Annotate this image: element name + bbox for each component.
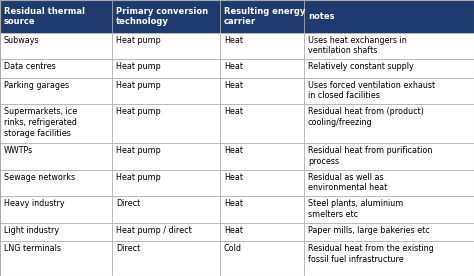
Bar (0, 59, 112, 78)
Bar (220, 143, 304, 170)
Text: Residual thermal
source: Residual thermal source (4, 7, 85, 26)
Bar (112, 104, 220, 143)
Bar (112, 59, 220, 78)
Bar (0, 104, 112, 143)
Text: Residual heat from purification
process: Residual heat from purification process (308, 146, 432, 166)
Text: Light industry: Light industry (4, 226, 59, 235)
Text: Cold: Cold (224, 244, 242, 253)
Text: Heat: Heat (224, 81, 243, 90)
Text: Sewage networks: Sewage networks (4, 173, 75, 182)
Text: Heat pump: Heat pump (116, 62, 161, 71)
Text: Heat: Heat (224, 107, 243, 116)
Text: Residual heat from (product)
cooling/freezing: Residual heat from (product) cooling/fre… (308, 107, 424, 127)
Bar (220, 33, 304, 59)
Text: Heat: Heat (224, 199, 243, 208)
Text: LNG terminals: LNG terminals (4, 244, 61, 253)
Text: Heat pump: Heat pump (116, 81, 161, 90)
Bar (0, 33, 112, 59)
Bar (220, 78, 304, 104)
Text: notes: notes (308, 12, 335, 21)
Bar (220, 0, 304, 33)
Bar (304, 196, 474, 223)
Text: Heat: Heat (224, 173, 243, 182)
Text: Heat pump: Heat pump (116, 36, 161, 45)
Bar (220, 241, 304, 276)
Text: Heat pump: Heat pump (116, 146, 161, 155)
Bar (304, 170, 474, 196)
Text: Heat: Heat (224, 146, 243, 155)
Bar (112, 170, 220, 196)
Bar (0, 170, 112, 196)
Text: Direct: Direct (116, 199, 140, 208)
Text: Heat: Heat (224, 62, 243, 71)
Bar (0, 223, 112, 241)
Bar (220, 196, 304, 223)
Bar (304, 78, 474, 104)
Bar (304, 33, 474, 59)
Bar (0, 196, 112, 223)
Bar (112, 223, 220, 241)
Bar (0, 143, 112, 170)
Bar (304, 143, 474, 170)
Text: Heat pump: Heat pump (116, 173, 161, 182)
Bar (304, 0, 474, 33)
Text: Subways: Subways (4, 36, 40, 45)
Text: Residual as well as
environmental heat: Residual as well as environmental heat (308, 173, 387, 192)
Text: Data centres: Data centres (4, 62, 56, 71)
Text: Heat: Heat (224, 36, 243, 45)
Text: Heavy industry: Heavy industry (4, 199, 64, 208)
Bar (220, 104, 304, 143)
Bar (304, 241, 474, 276)
Text: Supermarkets, ice
rinks, refrigerated
storage facilities: Supermarkets, ice rinks, refrigerated st… (4, 107, 77, 138)
Bar (112, 143, 220, 170)
Bar (112, 78, 220, 104)
Bar (304, 59, 474, 78)
Text: WWTPs: WWTPs (4, 146, 33, 155)
Text: Heat: Heat (224, 226, 243, 235)
Bar (220, 170, 304, 196)
Text: Residual heat from the existing
fossil fuel infrastructure: Residual heat from the existing fossil f… (308, 244, 434, 264)
Text: Parking garages: Parking garages (4, 81, 69, 90)
Bar (0, 0, 112, 33)
Text: Primary conversion
technology: Primary conversion technology (116, 7, 208, 26)
Text: Uses forced ventilation exhaust
in closed facilities: Uses forced ventilation exhaust in close… (308, 81, 435, 100)
Bar (304, 104, 474, 143)
Text: Relatively constant supply: Relatively constant supply (308, 62, 414, 71)
Text: Steel plants, aluminium
smelters etc: Steel plants, aluminium smelters etc (308, 199, 403, 219)
Text: Paper mills, large bakeries etc: Paper mills, large bakeries etc (308, 226, 430, 235)
Bar (220, 59, 304, 78)
Bar (0, 241, 112, 276)
Bar (112, 196, 220, 223)
Bar (112, 33, 220, 59)
Text: Direct: Direct (116, 244, 140, 253)
Bar (0, 78, 112, 104)
Bar (112, 0, 220, 33)
Text: Resulting energy
carrier: Resulting energy carrier (224, 7, 305, 26)
Text: Heat pump: Heat pump (116, 107, 161, 116)
Bar (304, 223, 474, 241)
Bar (220, 223, 304, 241)
Bar (112, 241, 220, 276)
Text: Heat pump / direct: Heat pump / direct (116, 226, 192, 235)
Text: Uses heat exchangers in
ventilation shafts: Uses heat exchangers in ventilation shaf… (308, 36, 407, 55)
